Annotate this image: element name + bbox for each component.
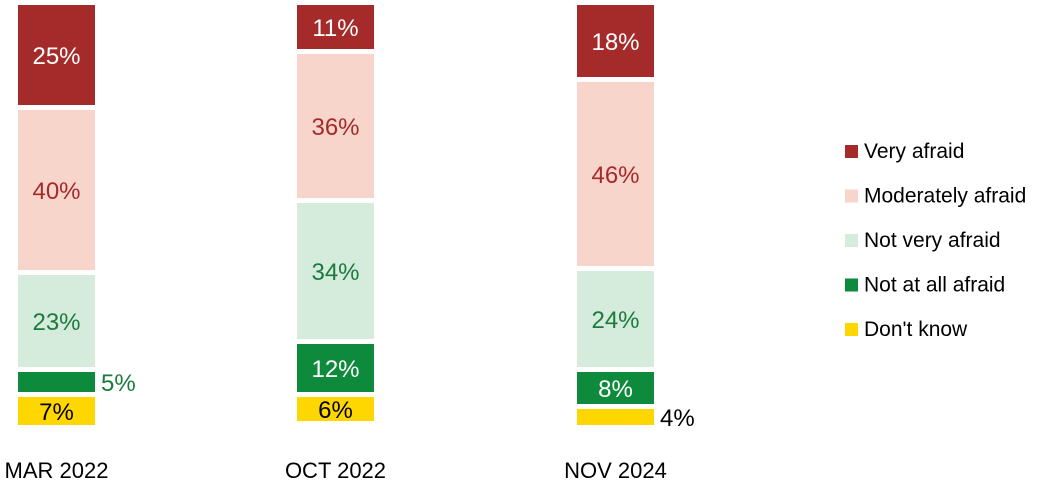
legend-label: Don't know	[864, 318, 968, 341]
bar-segment-moderately-afraid-0	[18, 110, 95, 270]
data-label: 6%	[318, 397, 353, 424]
data-label: 8%	[598, 376, 633, 403]
data-label: 25%	[32, 43, 80, 70]
legend-swatch	[845, 234, 858, 247]
bar-segment-moderately-afraid-1	[297, 54, 374, 198]
legend-swatch	[845, 278, 858, 292]
bar-segment-don-t-know-0	[18, 397, 95, 425]
x-axis-tick-labels: MAR 2022 OCT 2022 NOV 2024	[5, 458, 667, 481]
legend-label: Very afraid	[864, 140, 964, 163]
bar-segment-not-very-afraid-0	[18, 275, 95, 367]
bar-segment-very-afraid-2	[577, 5, 654, 77]
legend: Very afraid Moderately afraid Not very afr…	[845, 140, 1026, 341]
data-label: 24%	[591, 307, 639, 334]
bar-segment-not-very-afraid-1	[297, 203, 374, 339]
bars-group	[18, 5, 654, 425]
data-label: 4%	[660, 405, 695, 432]
data-label: 11%	[312, 15, 358, 42]
bar-segment-not-at-all-afraid-2	[577, 372, 654, 404]
value-labels-group: 25% 40% 23% 5% 7% 11% 36% 34% 12% 6% 18% 46% 24% 8% 4%	[32, 15, 694, 432]
data-label: 40%	[32, 178, 80, 205]
bar-segment-don-t-know-1	[297, 397, 374, 421]
data-label: 18%	[591, 29, 639, 56]
bar-segment-not-at-all-afraid-1	[297, 344, 374, 392]
bar-segment-not-at-all-afraid-0	[18, 372, 95, 392]
bar-segment-very-afraid-1	[297, 5, 374, 49]
x-tick-label: NOV 2024	[564, 458, 667, 481]
x-tick-label: OCT 2022	[285, 458, 386, 481]
bar-segment-don-t-know-2	[577, 409, 654, 425]
data-label: 36%	[311, 114, 359, 141]
bar-segment-very-afraid-0	[18, 5, 95, 105]
x-tick-label: MAR 2022	[5, 458, 109, 481]
legend-swatch	[845, 189, 858, 203]
data-label: 23%	[32, 309, 80, 336]
bar-segment-moderately-afraid-2	[577, 82, 654, 266]
legend-swatch	[845, 145, 858, 158]
legend-label: Not very afraid	[864, 229, 1001, 252]
data-label: 7%	[39, 399, 74, 426]
legend-label: Not at all afraid	[864, 274, 1005, 297]
data-label: 34%	[311, 259, 359, 286]
data-label: 46%	[591, 162, 639, 189]
bar-segment-not-very-afraid-2	[577, 271, 654, 367]
data-label: 12%	[311, 356, 359, 383]
data-label: 5%	[101, 370, 136, 397]
legend-label: Moderately afraid	[864, 185, 1026, 208]
legend-swatch	[845, 323, 858, 336]
